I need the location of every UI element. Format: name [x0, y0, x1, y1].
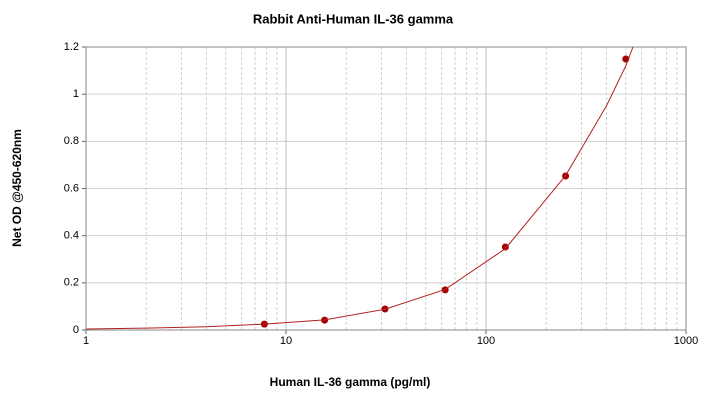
y-tick-label: 1.2	[64, 41, 79, 53]
y-tick-label: 0	[73, 324, 79, 336]
x-tick-label: 1	[83, 335, 89, 347]
chart-title: Rabbit Anti-Human IL-36 gamma	[253, 11, 454, 26]
y-tick-label: 0.6	[64, 182, 79, 194]
y-tick-label: 0.2	[64, 277, 79, 289]
x-tick-label: 100	[477, 335, 495, 347]
y-tick-label: 0.8	[64, 135, 79, 147]
data-point	[501, 243, 509, 251]
plot-frame	[85, 46, 687, 331]
x-tick-label: 10	[280, 335, 292, 347]
fit-curve	[85, 46, 634, 330]
y-tick-label: 0.4	[64, 230, 79, 242]
y-tick-label: 1	[73, 88, 79, 100]
x-axis-label: Human IL-36 gamma (pg/ml)	[270, 375, 431, 389]
x-tick-label: 1000	[674, 335, 698, 347]
y-axis-label: Net OD @450-620nm	[10, 129, 24, 247]
